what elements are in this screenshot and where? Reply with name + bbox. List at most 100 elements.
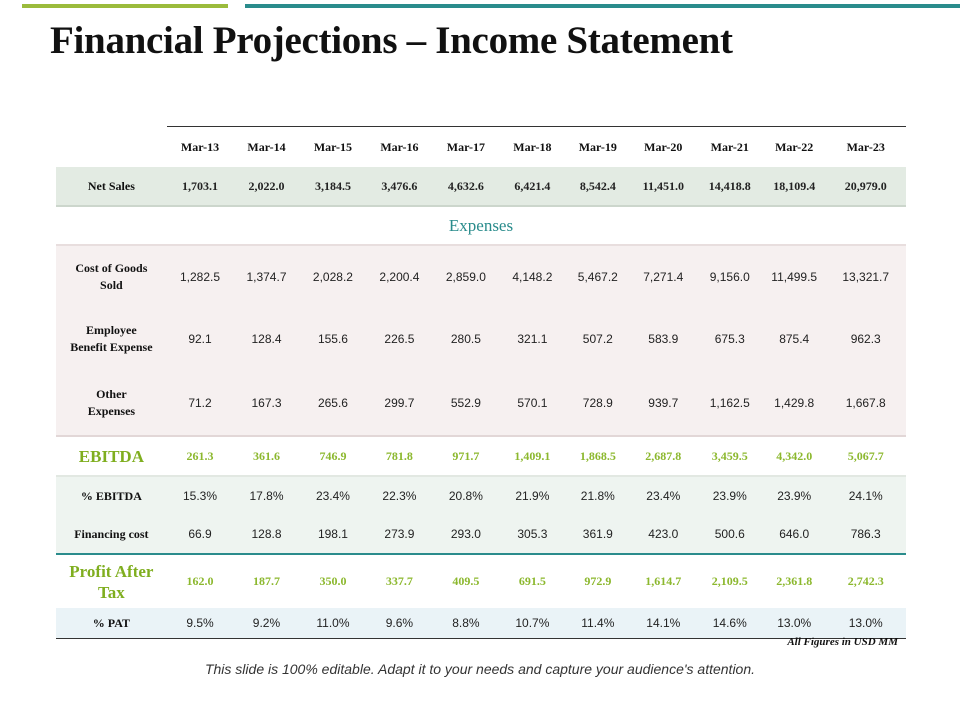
table-cell: 265.6 bbox=[299, 371, 367, 436]
row-label-line: Profit After bbox=[69, 561, 154, 581]
table-cell: 2,200.4 bbox=[366, 245, 433, 307]
table-cell: 5,467.2 bbox=[565, 245, 631, 307]
period-header: Mar-17 bbox=[432, 126, 500, 167]
table-cell: 361.6 bbox=[233, 436, 300, 476]
table-cell: 21.8% bbox=[565, 476, 631, 515]
row-label-line: Tax bbox=[98, 582, 125, 602]
table-cell: 4,632.6 bbox=[432, 167, 500, 206]
table-cell: 71.2 bbox=[166, 371, 234, 436]
accent-bar-teal bbox=[245, 4, 960, 8]
row-label: Employee Benefit Expense bbox=[56, 307, 167, 371]
financing-cost-row: Financing cost 66.9 128.8 198.1 273.9 29… bbox=[56, 515, 906, 554]
row-label: Other Expenses bbox=[56, 371, 167, 436]
table-cell: 2,859.0 bbox=[432, 245, 500, 307]
table-cell: 2,742.3 bbox=[825, 554, 906, 608]
profit-after-tax-row: Profit After Tax 162.0 187.7 350.0 337.7 … bbox=[56, 554, 906, 608]
table-cell: 17.8% bbox=[233, 476, 300, 515]
table-cell: 1,614.7 bbox=[630, 554, 697, 608]
table-cell: 1,282.5 bbox=[166, 245, 234, 307]
period-header: Mar-20 bbox=[630, 126, 697, 167]
table-cell: 1,374.7 bbox=[233, 245, 300, 307]
expenses-heading: Expenses bbox=[448, 215, 514, 235]
table-cell: 14.6% bbox=[696, 608, 763, 639]
accent-bar-green bbox=[22, 4, 228, 8]
ebitda-percent-row: % EBITDA 15.3% 17.8% 23.4% 22.3% 20.8% 2… bbox=[56, 476, 906, 515]
table-cell: 691.5 bbox=[499, 554, 566, 608]
table-cell: 23.9% bbox=[762, 476, 826, 515]
expenses-heading-row: Expenses bbox=[56, 206, 906, 245]
table-cell: 1,162.5 bbox=[696, 371, 763, 436]
table-cell: 3,476.6 bbox=[366, 167, 433, 206]
figures-note: All Figures in USD MM bbox=[787, 636, 898, 648]
table-cell: 226.5 bbox=[366, 307, 433, 371]
income-statement-table: Mar-13 Mar-14 Mar-15 Mar-16 Mar-17 Mar-1… bbox=[56, 126, 906, 639]
table-cell: 1,667.8 bbox=[825, 371, 906, 436]
table-cell: 5,067.7 bbox=[825, 436, 906, 476]
table-cell: 1,703.1 bbox=[166, 167, 234, 206]
period-header: Mar-16 bbox=[366, 126, 433, 167]
table-cell: 15.3% bbox=[166, 476, 234, 515]
table-cell: 13.0% bbox=[762, 608, 826, 639]
table-cell: 128.4 bbox=[233, 307, 300, 371]
period-header: Mar-23 bbox=[825, 126, 906, 167]
header-corner bbox=[56, 127, 167, 168]
row-label-line: Sold bbox=[100, 277, 123, 292]
table-cell: 187.7 bbox=[233, 554, 300, 608]
table-cell: 20.8% bbox=[432, 476, 500, 515]
table-cell: 13,321.7 bbox=[825, 245, 906, 307]
table-cell: 299.7 bbox=[366, 371, 433, 436]
table-cell: 14,418.8 bbox=[696, 167, 763, 206]
period-header: Mar-18 bbox=[499, 126, 566, 167]
table-cell: 14.1% bbox=[630, 608, 697, 639]
pat-percent-row: % PAT 9.5% 9.2% 11.0% 9.6% 8.8% 10.7% 11… bbox=[56, 608, 906, 639]
table-cell: 305.3 bbox=[499, 515, 566, 554]
table-cell: 23.4% bbox=[630, 476, 697, 515]
table-cell: 646.0 bbox=[762, 515, 826, 554]
table-cell: 11.0% bbox=[299, 608, 367, 639]
table-cell: 198.1 bbox=[299, 515, 367, 554]
table-cell: 18,109.4 bbox=[762, 167, 826, 206]
table-cell: 167.3 bbox=[233, 371, 300, 436]
table-cell: 3,184.5 bbox=[299, 167, 367, 206]
table-cell: 162.0 bbox=[166, 554, 234, 608]
table-cell: 350.0 bbox=[299, 554, 367, 608]
footer-text: This slide is 100% editable. Adapt it to… bbox=[204, 661, 756, 677]
row-label: EBITDA bbox=[56, 436, 167, 476]
table-cell: 500.6 bbox=[696, 515, 763, 554]
period-header: Mar-19 bbox=[565, 126, 631, 167]
table-cell: 321.1 bbox=[499, 307, 566, 371]
table-cell: 273.9 bbox=[366, 515, 433, 554]
table-cell: 962.3 bbox=[825, 307, 906, 371]
table-cell: 261.3 bbox=[166, 436, 234, 476]
table-cell: 875.4 bbox=[762, 307, 826, 371]
table-cell: 9.6% bbox=[366, 608, 433, 639]
table-cell: 21.9% bbox=[499, 476, 566, 515]
row-label: % PAT bbox=[56, 608, 167, 639]
period-header: Mar-15 bbox=[299, 126, 367, 167]
row-label-line: Employee bbox=[86, 323, 137, 337]
table-cell: 2,028.2 bbox=[299, 245, 367, 307]
net-sales-row: Net Sales 1,703.1 2,022.0 3,184.5 3,476.… bbox=[56, 167, 906, 206]
table-cell: 1,868.5 bbox=[565, 436, 631, 476]
row-label-line: Benefit Expense bbox=[70, 340, 153, 354]
table-cell: 11,451.0 bbox=[630, 167, 697, 206]
table-cell: 675.3 bbox=[696, 307, 763, 371]
table-cell: 361.9 bbox=[565, 515, 631, 554]
table-cell: 552.9 bbox=[432, 371, 500, 436]
table-cell: 23.4% bbox=[299, 476, 367, 515]
table-cell: 9.5% bbox=[166, 608, 234, 639]
table-cell: 4,342.0 bbox=[762, 436, 826, 476]
table-cell: 2,022.0 bbox=[233, 167, 300, 206]
table-cell: 409.5 bbox=[432, 554, 500, 608]
table-cell: 92.1 bbox=[166, 307, 234, 371]
table-cell: 9,156.0 bbox=[696, 245, 763, 307]
row-label-line: Cost of Goods bbox=[75, 260, 148, 275]
table-cell: 2,109.5 bbox=[696, 554, 763, 608]
cogs-row: Cost of Goods Sold 1,282.5 1,374.7 2,028.… bbox=[56, 245, 906, 307]
table-cell: 66.9 bbox=[166, 515, 234, 554]
table-cell: 507.2 bbox=[565, 307, 631, 371]
table-cell: 24.1% bbox=[825, 476, 906, 515]
table-cell: 22.3% bbox=[366, 476, 433, 515]
table-cell: 280.5 bbox=[432, 307, 500, 371]
table-cell: 23.9% bbox=[696, 476, 763, 515]
